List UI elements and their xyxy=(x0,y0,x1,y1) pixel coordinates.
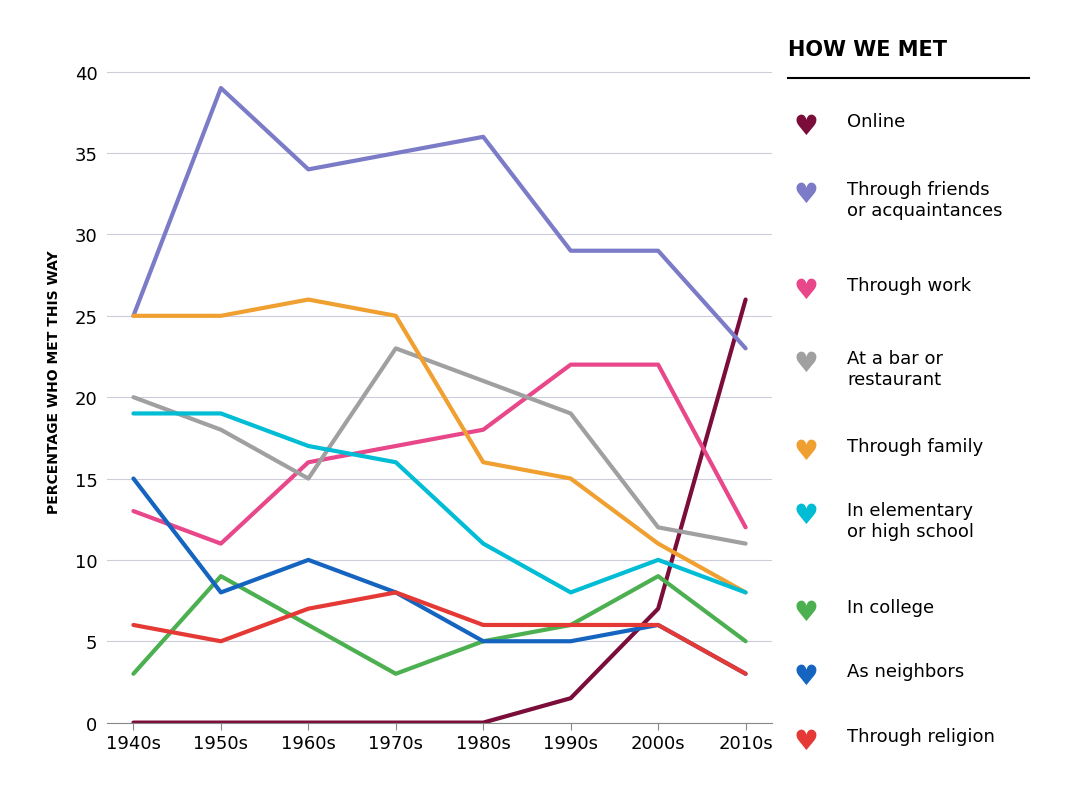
Text: ♥: ♥ xyxy=(793,181,818,209)
Text: HOW WE MET: HOW WE MET xyxy=(788,40,947,60)
Text: Through work: Through work xyxy=(847,277,971,295)
Text: As neighbors: As neighbors xyxy=(847,662,964,680)
Text: ♥: ♥ xyxy=(793,349,818,377)
Text: Through family: Through family xyxy=(847,438,983,455)
Text: ♥: ♥ xyxy=(793,502,818,530)
Text: At a bar or
restaurant: At a bar or restaurant xyxy=(847,349,943,388)
Text: ♥: ♥ xyxy=(793,598,818,626)
Text: ♥: ♥ xyxy=(793,112,818,141)
Text: Through friends
or acquaintances: Through friends or acquaintances xyxy=(847,181,1002,219)
Text: In college: In college xyxy=(847,598,934,616)
Text: ♥: ♥ xyxy=(793,662,818,691)
Text: Online: Online xyxy=(847,112,905,130)
Text: ♥: ♥ xyxy=(793,277,818,305)
Text: In elementary
or high school: In elementary or high school xyxy=(847,502,973,540)
Text: ♥: ♥ xyxy=(793,438,818,466)
Text: ♥: ♥ xyxy=(793,727,818,755)
Y-axis label: PERCENTAGE WHO MET THIS WAY: PERCENTAGE WHO MET THIS WAY xyxy=(46,250,61,513)
Text: Through religion: Through religion xyxy=(847,727,995,744)
